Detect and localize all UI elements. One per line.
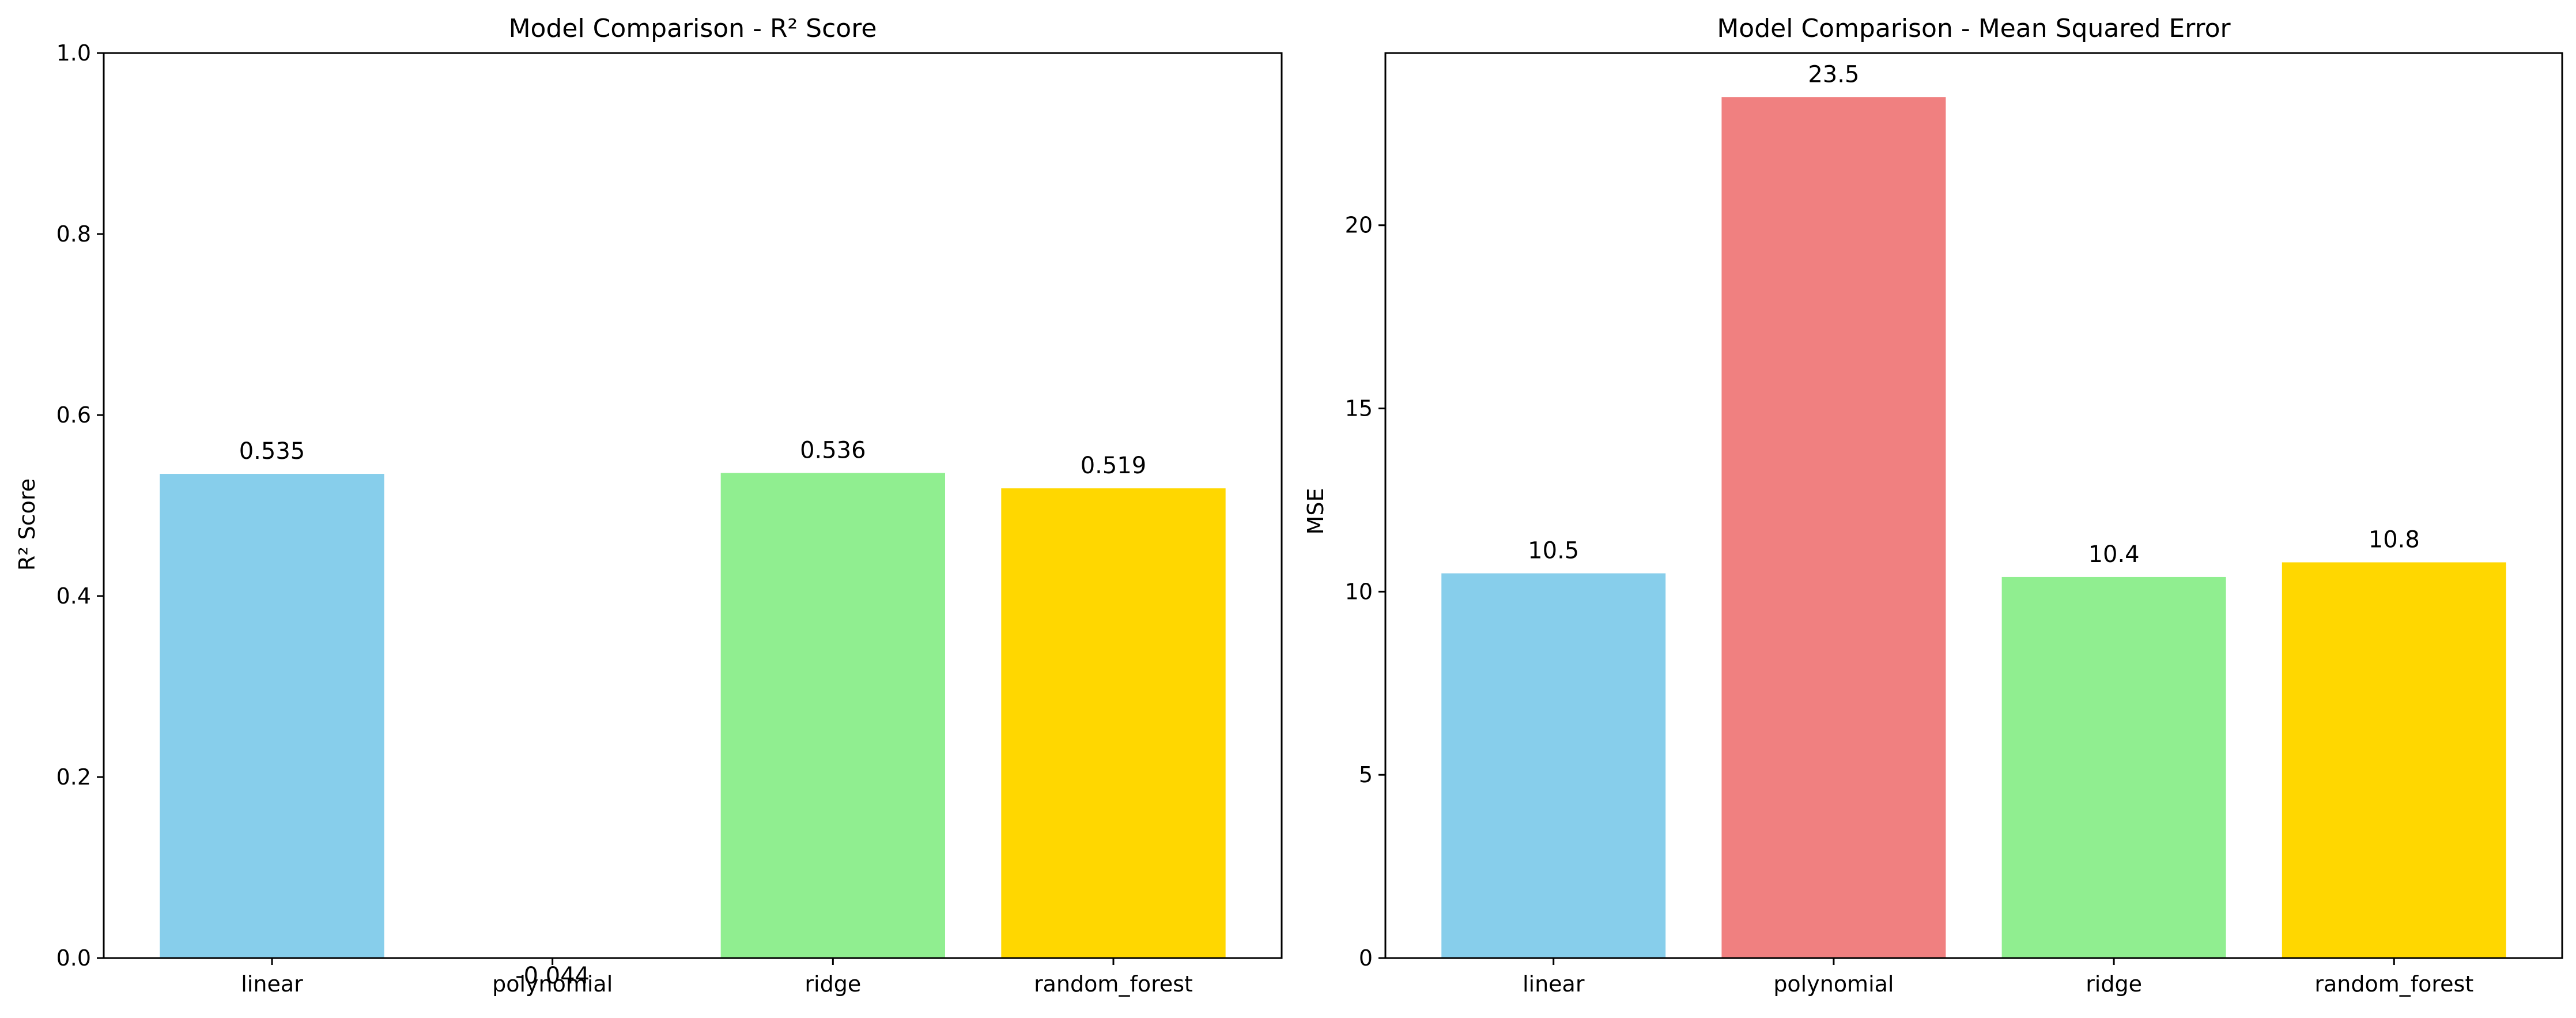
value-label-random_forest: 10.8 [2369, 527, 2420, 553]
y-axis-label: R² Score [14, 478, 40, 571]
y-tick-label: 10 [1345, 579, 1373, 604]
x-tick-label-ridge: ridge [804, 971, 861, 997]
value-label-random_forest: 0.519 [1081, 453, 1147, 479]
y-tick-label: 0.6 [56, 402, 91, 428]
x-tick-label-ridge: ridge [2086, 971, 2142, 997]
chart-title: Model Comparison - R² Score [509, 14, 877, 43]
bar-ridge [720, 473, 945, 958]
y-ticks-group: 0.0 0.2 0.4 0.6 0.8 1.0 [56, 40, 104, 971]
value-label-linear: 0.535 [239, 438, 305, 465]
y-tick-label: 20 [1345, 213, 1373, 238]
x-ticks-group: linear polynomial ridge random_forest [1523, 958, 2473, 997]
bar-random_forest [1001, 488, 1226, 958]
x-tick-label-linear: linear [1523, 971, 1585, 997]
x-ticks-group: linear polynomial ridge random_forest [241, 958, 1193, 997]
y-axis-label: MSE [1303, 488, 1328, 535]
value-label-polynomial: -0.044 [515, 963, 590, 989]
y-tick-label: 5 [1359, 762, 1373, 787]
plot-frame [1384, 52, 2563, 959]
y-tick-label: 15 [1345, 396, 1373, 421]
value-labels-group: 10.5 23.5 10.4 10.8 [1528, 61, 2420, 568]
r2-score-chart: Model Comparison - R² Score R² Score 0.5… [14, 14, 1283, 997]
x-tick-label-polynomial: polynomial [492, 971, 613, 997]
bars-group [160, 473, 1226, 958]
plot-frame [103, 52, 1283, 959]
bar-ridge [2001, 576, 2226, 958]
x-tick-label-random_forest: random_forest [2314, 971, 2473, 997]
y-tick-label: 1.0 [56, 40, 91, 66]
y-tick-label: 0.8 [56, 221, 91, 247]
y-tick-label: 0.4 [56, 583, 91, 609]
y-tick-label: 0.0 [56, 945, 91, 971]
value-label-polynomial: 23.5 [1808, 61, 1859, 88]
value-label-ridge: 10.4 [2088, 541, 2140, 568]
value-labels-group: 0.535 -0.044 0.536 0.519 [239, 437, 1147, 989]
y-tick-label: 0 [1359, 945, 1373, 971]
bar-linear [1441, 573, 1666, 958]
bar-random_forest [2282, 562, 2506, 958]
y-tick-label: 0.2 [56, 764, 91, 790]
bar-polynomial [1721, 97, 1946, 959]
bar-linear [160, 474, 384, 958]
y-ticks-group: 0 5 10 15 20 [1345, 213, 1385, 971]
chart-title: Model Comparison - Mean Squared Error [1717, 14, 2231, 43]
x-tick-label-random_forest: random_forest [1034, 971, 1193, 997]
bars-group [1441, 97, 2506, 959]
x-tick-label-polynomial: polynomial [1773, 971, 1894, 997]
x-tick-label-linear: linear [241, 971, 303, 997]
value-label-ridge: 0.536 [800, 437, 866, 463]
value-label-linear: 10.5 [1528, 538, 1579, 564]
mse-chart: Model Comparison - Mean Squared Error MS… [1303, 14, 2563, 997]
